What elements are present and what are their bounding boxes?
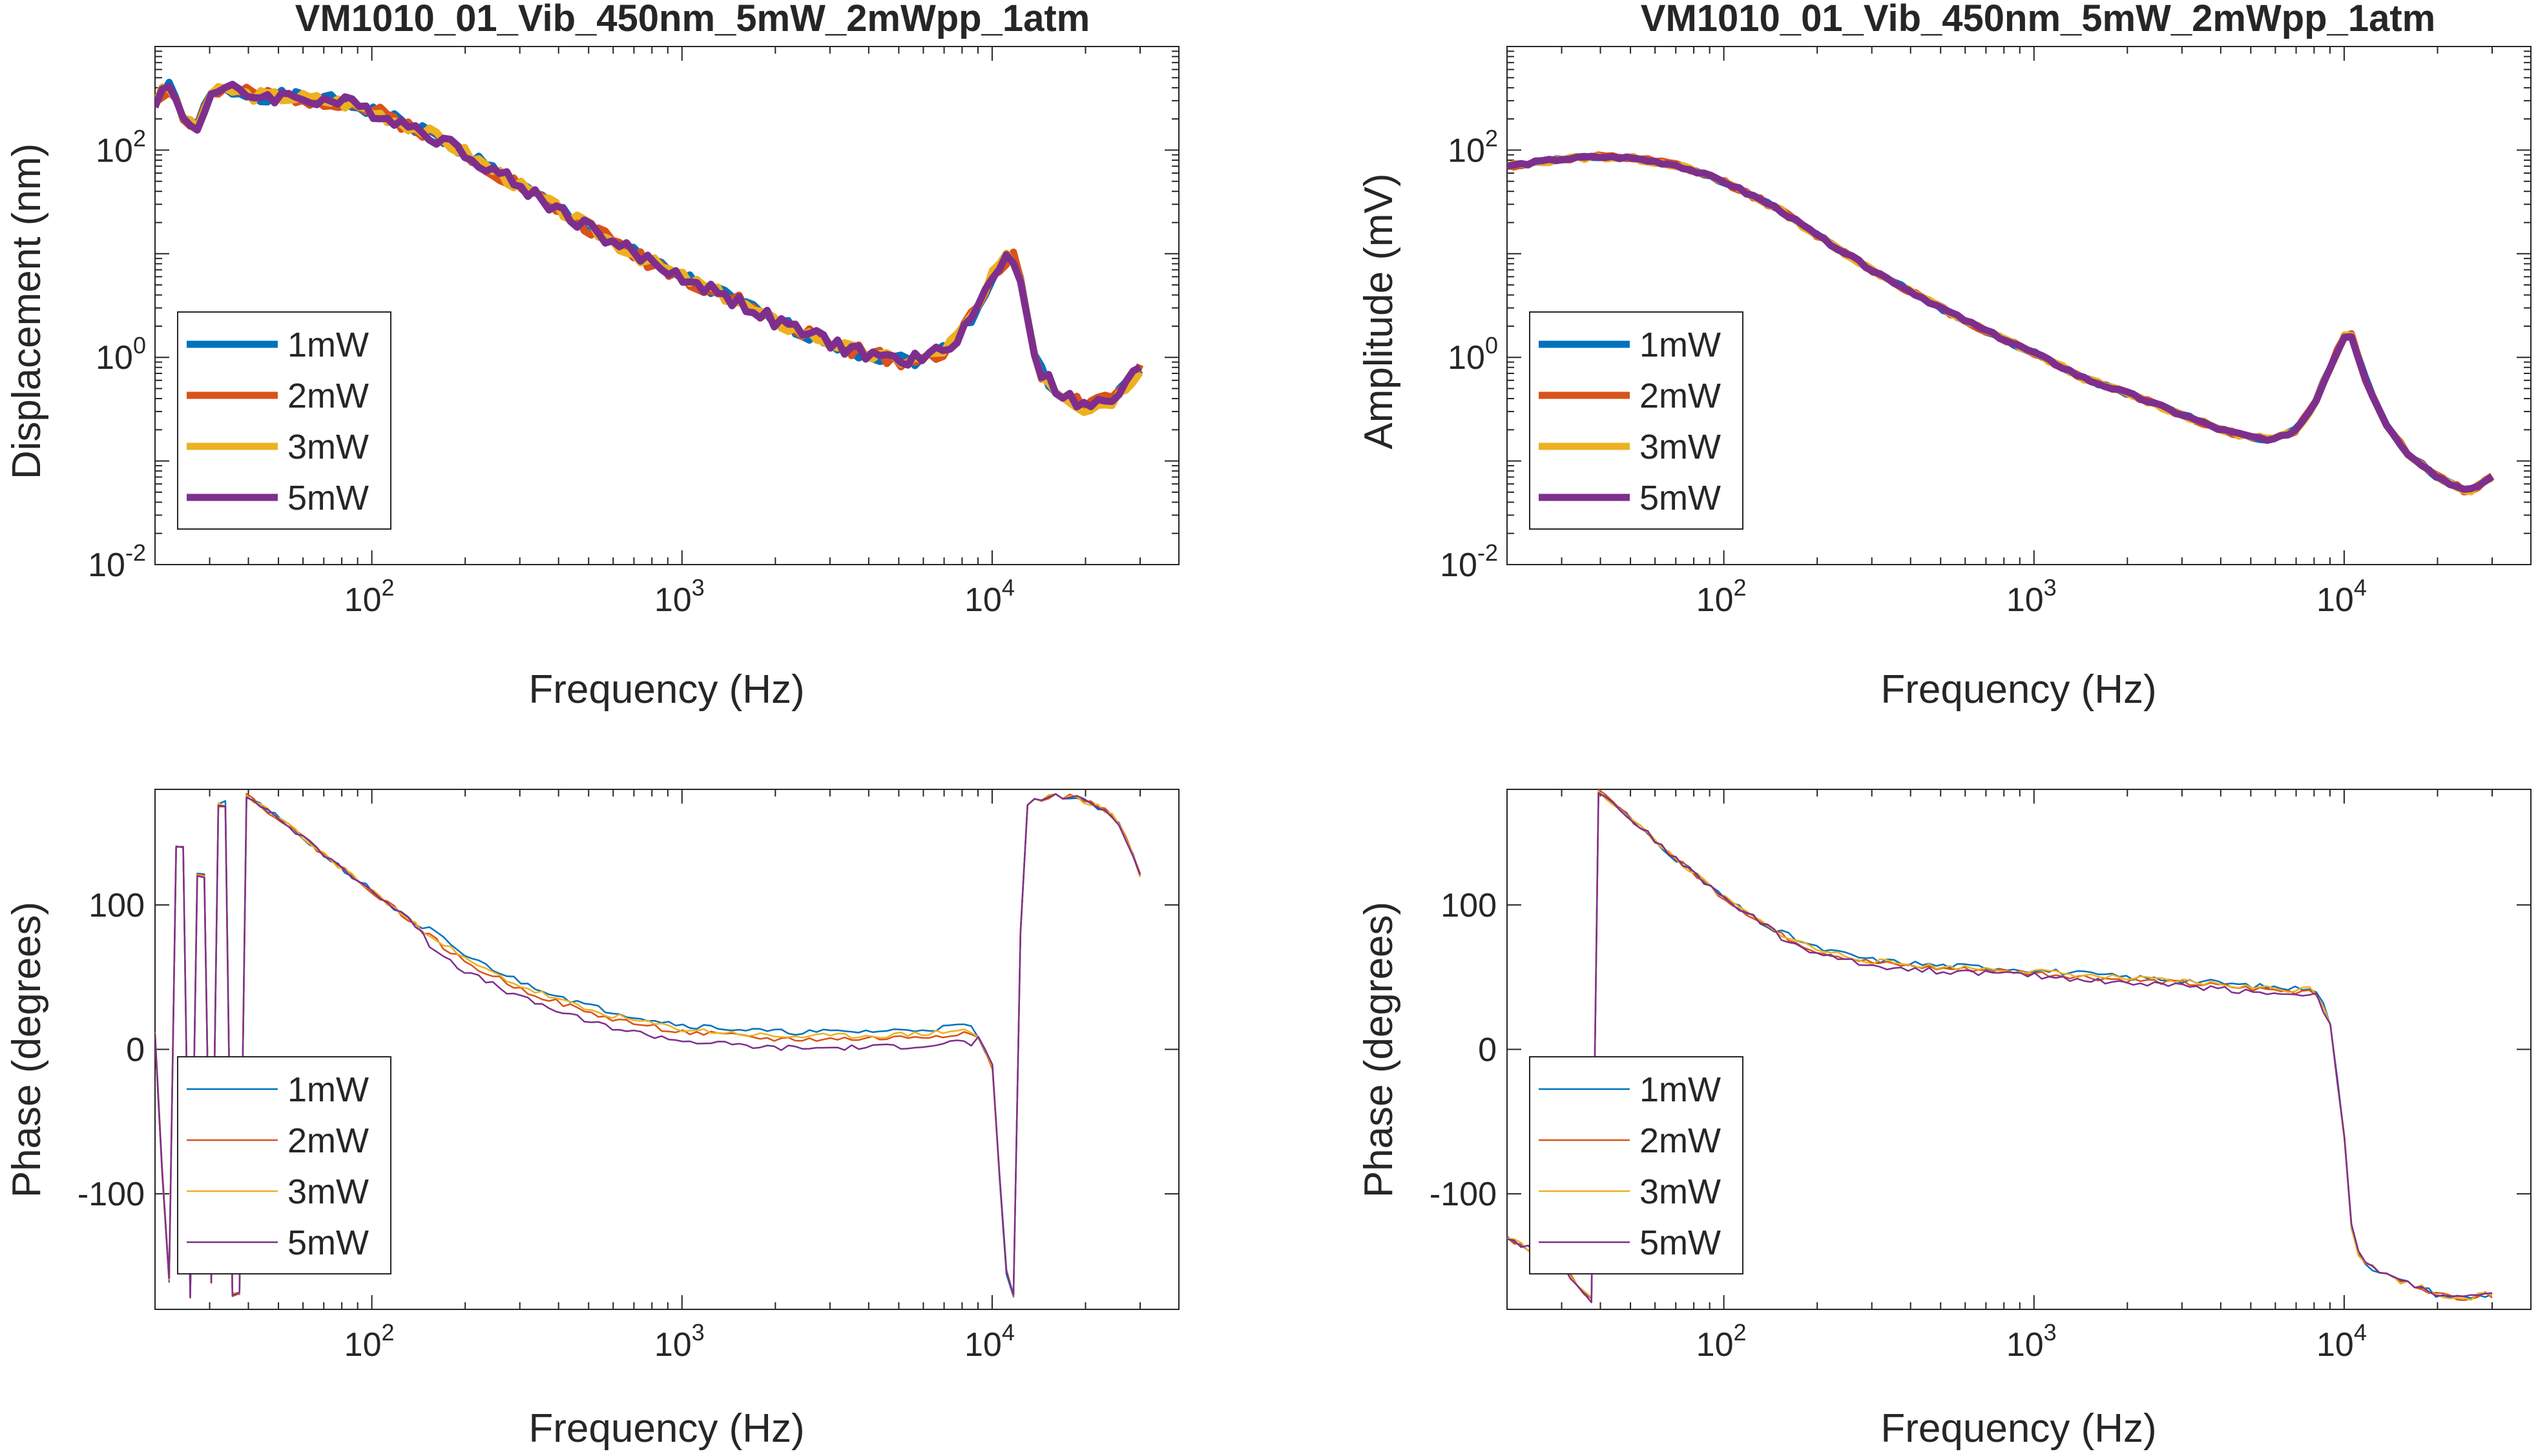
series-group bbox=[155, 78, 1144, 416]
legend-label: 1mW bbox=[1639, 326, 1721, 364]
y-axis-label: Phase (degrees) bbox=[5, 902, 49, 1198]
legend-label: 3mW bbox=[1639, 1172, 1721, 1211]
y-tick-label: 10-2 bbox=[1440, 539, 1498, 584]
legend: 1mW 2mW 3mW 5mW bbox=[177, 1056, 391, 1274]
legend: 1mW 2mW 3mW 5mW bbox=[1529, 1056, 1743, 1274]
x-tick-label: 104 bbox=[2316, 1319, 2367, 1364]
legend: 1mW 2mW 3mW 5mW bbox=[177, 311, 391, 530]
y-tick-label: 0 bbox=[126, 1032, 145, 1069]
chart-title: VM1010_01_Vib_450nm_5mW_2mWpp_1atm bbox=[1641, 0, 2435, 39]
legend-label: 2mW bbox=[1639, 377, 1721, 415]
legend-label: 3mW bbox=[287, 1172, 369, 1211]
legend-label: 5mW bbox=[287, 479, 369, 517]
series-line-5mW bbox=[155, 793, 1141, 1298]
y-tick-label: 0 bbox=[1478, 1032, 1497, 1069]
plot-area: 102 103 104 -100 0 100 1mW 2mW 3mW 5mW bbox=[78, 789, 1180, 1364]
legend-label: 5mW bbox=[1639, 1223, 1721, 1262]
legend-label: 2mW bbox=[1639, 1121, 1721, 1160]
x-tick-label: 103 bbox=[2006, 574, 2057, 619]
plot-area: 102 103 104 -100 0 100 1mW 2mW 3mW 5mW bbox=[1430, 789, 2532, 1364]
legend-label: 5mW bbox=[1639, 479, 1721, 517]
y-tick-label: 102 bbox=[1448, 125, 1498, 169]
panel-phase-right: 102 103 104 -100 0 100 1mW 2mW 3mW 5mW Frequency … bbox=[1357, 789, 2532, 1451]
panel-displacement: VM1010_01_Vib_450nm_5mW_2mWpp_1atm 102 10… bbox=[5, 0, 1180, 712]
x-tick-label: 104 bbox=[964, 574, 1015, 619]
legend-label: 2mW bbox=[287, 377, 369, 415]
legend-box bbox=[177, 1056, 391, 1274]
legend-label: 5mW bbox=[287, 1223, 369, 1262]
y-tick-label: 100 bbox=[88, 887, 145, 924]
y-tick-label: 100 bbox=[1448, 332, 1498, 377]
y-tick-label: 10-2 bbox=[88, 539, 146, 584]
legend-label: 3mW bbox=[287, 428, 369, 466]
x-tick-label: 102 bbox=[344, 1319, 395, 1364]
legend-label: 1mW bbox=[287, 326, 369, 364]
x-tick-label: 104 bbox=[964, 1319, 1015, 1364]
legend-label: 1mW bbox=[1639, 1070, 1721, 1109]
x-axis-label: Frequency (Hz) bbox=[1880, 1406, 2156, 1451]
series-line-5mW bbox=[1507, 792, 2493, 1304]
y-tick-label: 102 bbox=[96, 125, 146, 169]
y-axis-label: Displacement (nm) bbox=[5, 143, 49, 479]
x-tick-label: 103 bbox=[2006, 1319, 2057, 1364]
legend-label: 2mW bbox=[287, 1121, 369, 1160]
panel-amplitude: VM1010_01_Vib_450nm_5mW_2mWpp_1atm 102 10… bbox=[1357, 0, 2532, 712]
y-tick-label: 100 bbox=[96, 332, 146, 377]
x-tick-label: 103 bbox=[654, 574, 705, 619]
y-tick-label: -100 bbox=[1430, 1176, 1497, 1213]
x-tick-label: 102 bbox=[1696, 1319, 1747, 1364]
x-axis-label: Frequency (Hz) bbox=[1880, 667, 2156, 712]
x-axis-label: Frequency (Hz) bbox=[528, 1406, 804, 1451]
y-tick-label: 100 bbox=[1441, 887, 1497, 924]
series-group bbox=[1507, 789, 2493, 1304]
plot-area: 102 103 104 10-2 100 102 1mW 2mW 3mW 5mW bbox=[1440, 46, 2532, 619]
y-axis-label: Amplitude (mV) bbox=[1357, 173, 1401, 449]
series-line-5mW bbox=[155, 81, 1142, 411]
x-tick-label: 104 bbox=[2316, 574, 2367, 619]
series-line-5mW bbox=[1507, 152, 2495, 493]
legend-label: 3mW bbox=[1639, 428, 1721, 466]
plot-area: 102 103 104 10-2 100 102 1mW 2mW 3mW 5mW bbox=[88, 46, 1180, 619]
legend-box bbox=[177, 311, 391, 530]
x-tick-label: 103 bbox=[654, 1319, 705, 1364]
x-axis-label: Frequency (Hz) bbox=[528, 667, 804, 712]
legend-box bbox=[1529, 311, 1743, 530]
legend-box bbox=[1529, 1056, 1743, 1274]
series-group bbox=[155, 793, 1141, 1299]
series-group bbox=[1507, 151, 2495, 495]
y-tick-label: -100 bbox=[78, 1176, 145, 1213]
x-tick-label: 102 bbox=[344, 574, 395, 619]
x-tick-label: 102 bbox=[1696, 574, 1747, 619]
series-line-3mW bbox=[1507, 790, 2493, 1301]
legend: 1mW 2mW 3mW 5mW bbox=[1529, 311, 1743, 530]
panel-phase-left: 102 103 104 -100 0 100 1mW 2mW 3mW 5mW Frequency … bbox=[5, 789, 1180, 1451]
chart-title: VM1010_01_Vib_450nm_5mW_2mWpp_1atm bbox=[295, 0, 1090, 39]
legend-label: 1mW bbox=[287, 1070, 369, 1109]
y-axis-label: Phase (degrees) bbox=[1357, 902, 1401, 1198]
